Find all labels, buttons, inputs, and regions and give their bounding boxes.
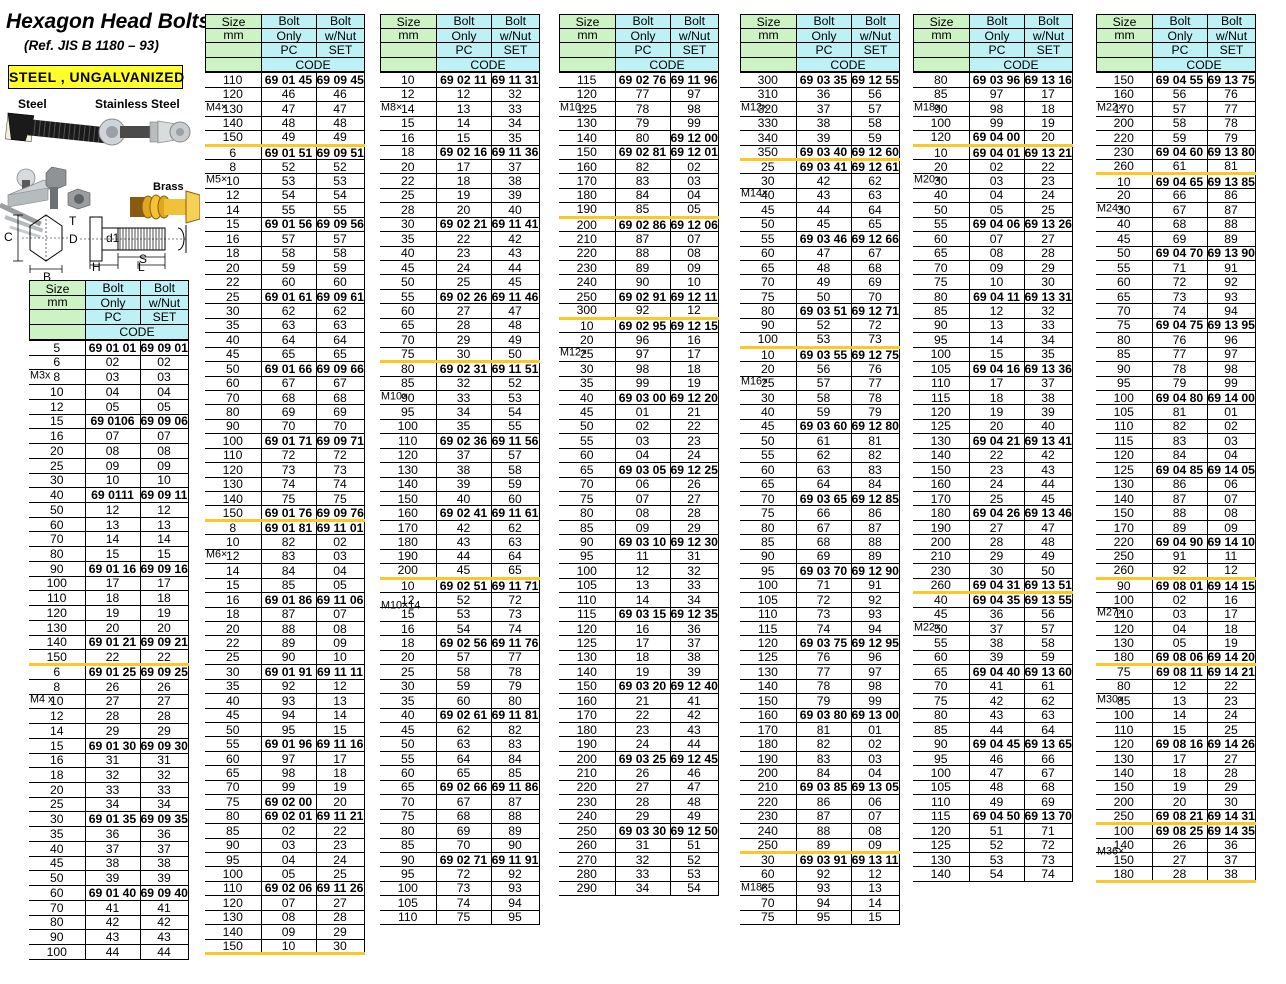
- svg-text:d1: d1: [106, 231, 120, 245]
- svg-text:D: D: [69, 232, 78, 246]
- svg-text:B: B: [43, 270, 51, 280]
- svg-text:T: T: [69, 214, 77, 228]
- svg-text:C: C: [4, 230, 13, 244]
- svg-text:H: H: [92, 260, 101, 274]
- svg-text:S: S: [139, 252, 147, 266]
